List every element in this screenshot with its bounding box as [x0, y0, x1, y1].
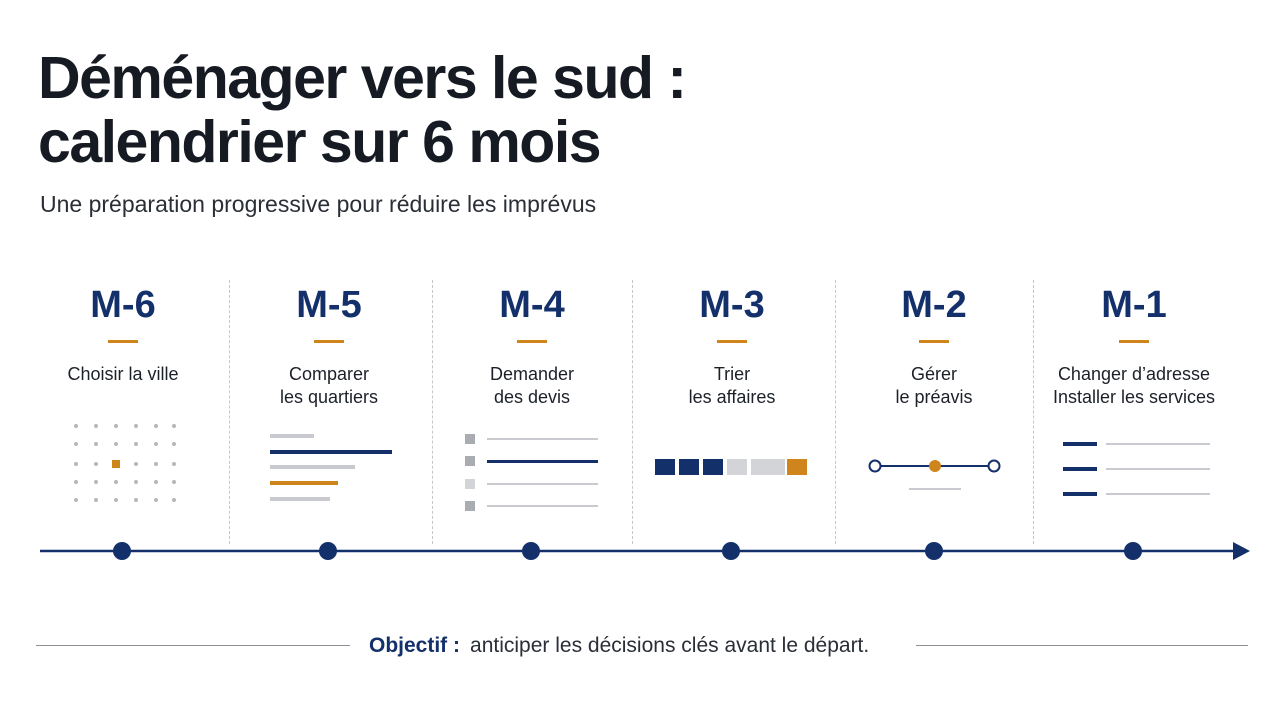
step-label: M-2 — [901, 284, 967, 326]
step-accent — [717, 340, 747, 343]
step-m4: M-4 Demander des devis — [437, 280, 627, 542]
step-accent — [1119, 340, 1149, 343]
grid-dots-icon — [74, 424, 176, 502]
step-task: Choisir la ville — [28, 363, 218, 386]
timeline-node — [522, 542, 540, 560]
step-m6: M-6 Choisir la ville — [28, 280, 218, 542]
task-line: Gérer — [910, 364, 957, 384]
step-label: M-3 — [699, 284, 765, 326]
step-m2: M-2 Gérer le préavis — [839, 280, 1029, 542]
column-separator — [1033, 280, 1034, 544]
timeline-node — [319, 542, 337, 560]
task-line: des devis — [493, 387, 571, 407]
step-label: M-6 — [90, 284, 156, 326]
task-line: Demander — [489, 364, 575, 384]
footer-text: anticiper les décisions clés avant le dé… — [470, 634, 870, 657]
task-line: les quartiers — [279, 387, 379, 407]
step-label: M-5 — [296, 284, 362, 326]
step-accent — [108, 340, 138, 343]
step-m5: M-5 Comparer les quartiers — [234, 280, 424, 542]
sort-squares-icon — [655, 459, 807, 475]
arrow-right-icon — [1233, 542, 1250, 560]
timeline-node — [722, 542, 740, 560]
step-accent — [919, 340, 949, 343]
page-title: Déménager vers le sud : calendrier sur 6… — [38, 45, 687, 175]
step-label: M-4 — [499, 284, 565, 326]
step-accent — [314, 340, 344, 343]
step-label: M-1 — [1101, 284, 1167, 326]
step-task: Changer d’adresse Installer les services — [1039, 363, 1229, 409]
compare-bars-icon — [270, 434, 392, 501]
column-separator — [632, 280, 633, 544]
task-line: Comparer — [288, 364, 370, 384]
step-task: Comparer les quartiers — [234, 363, 424, 409]
task-line: Trier — [713, 364, 751, 384]
notice-slider-icon — [868, 459, 1001, 490]
step-accent — [517, 340, 547, 343]
footer-label: Objectif : — [369, 634, 461, 657]
task-line: le préavis — [895, 387, 973, 407]
step-task: Gérer le préavis — [839, 363, 1029, 409]
task-line: Installer les services — [1052, 387, 1216, 407]
step-m3: M-3 Trier les affaires — [637, 280, 827, 542]
step-m1: M-1 Changer d’adresse Installer les serv… — [1039, 280, 1229, 542]
column-separator — [835, 280, 836, 544]
checklist-lines-icon — [1063, 442, 1210, 496]
timeline-node — [1124, 542, 1142, 560]
quote-list-icon — [465, 434, 598, 511]
step-task: Trier les affaires — [637, 363, 827, 409]
step-task: Demander des devis — [437, 363, 627, 409]
footer-rule-left — [36, 645, 350, 646]
footer-objective: Objectif : anticiper les décisions clés a… — [369, 633, 869, 659]
title-line-1: Déménager vers le sud : — [38, 45, 687, 111]
column-separator — [229, 280, 230, 544]
task-line: Changer d’adresse — [1057, 364, 1211, 384]
timeline-node — [113, 542, 131, 560]
task-line: les affaires — [688, 387, 776, 407]
task-line: Choisir la ville — [67, 364, 179, 384]
footer-rule-right — [916, 645, 1248, 646]
subtitle: Une préparation progressive pour réduire… — [40, 191, 597, 217]
column-separator — [432, 280, 433, 544]
timeline-node — [925, 542, 943, 560]
title-line-2: calendrier sur 6 mois — [38, 109, 602, 175]
